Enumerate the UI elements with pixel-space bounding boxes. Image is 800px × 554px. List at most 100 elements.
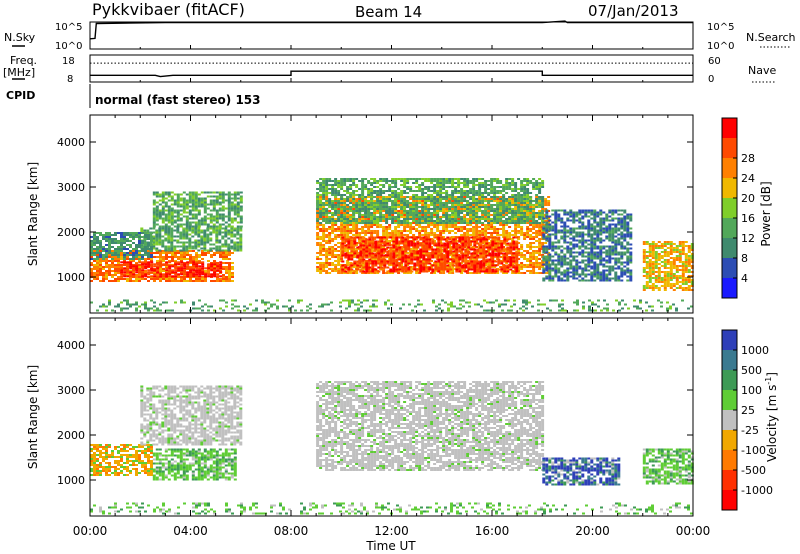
rti-cell [319,262,323,264]
rti-cell [331,192,335,194]
rti-cell [482,238,486,241]
rti-cell [422,266,426,269]
rti-cell [161,195,165,198]
rti-cell [90,262,93,264]
rti-cell [505,262,509,264]
freq-frame [89,54,694,83]
rti-cell [334,184,338,186]
rti-cell [398,256,402,259]
rti-cell [470,256,474,259]
rti-cell [389,252,393,255]
rti-cell [488,258,492,261]
rti-cell [173,249,177,252]
rti-cell [361,232,365,234]
rti-cell [179,223,183,226]
rti-cell [117,272,120,274]
rti-cell [349,214,353,216]
rti-cell [520,228,524,230]
rti-cell [343,210,347,212]
rti-cell [200,243,204,246]
rti-cell [108,268,111,270]
rti-cell [526,228,530,230]
rti-cell [334,196,338,198]
rti-cell [496,198,500,200]
rti-cell [374,262,378,265]
rti-cell [482,256,486,259]
rti-cell [350,254,354,257]
rti-cell [371,266,375,269]
rti-cell [412,240,416,242]
rti-cell [331,238,335,240]
rti-cell [230,221,234,224]
rti-cell [392,264,396,267]
rti-cell [349,192,353,194]
rti-cell [509,258,513,261]
rti-cell [194,205,198,208]
rti-cell [227,231,231,234]
rti-cell [491,238,495,241]
rti-cell [394,228,398,230]
rti-cell [337,246,341,248]
rti-cell [197,223,201,226]
rti-cell [508,226,512,228]
rti-cell [497,246,501,249]
rti-cell [437,268,441,271]
rti-cell [400,232,404,234]
rti-cell [198,265,202,268]
rti-cell [434,242,438,245]
rti-cell [346,248,350,250]
rti-cell [141,240,144,242]
rti-cell [346,262,350,264]
rti-cell [364,214,368,216]
rti-cell [373,250,377,252]
rti-cell [361,222,365,224]
rti-cell [377,262,381,265]
rti-cell [334,224,338,226]
rti-cell [231,266,234,268]
rti-cell [398,242,402,245]
rti-cell [170,197,174,200]
rti-cell [216,275,220,278]
rti-cell [164,223,168,226]
rti-cell [158,241,162,244]
rti-cell [99,258,102,260]
rti-cell [147,242,150,244]
rti-cell [370,248,374,250]
rti-cell [526,232,530,234]
rti-cell [425,252,429,255]
rti-cell [123,236,126,238]
rti-cell [467,262,471,265]
rti-cell [461,242,465,245]
rti-cell [397,200,401,202]
rti-cell [403,196,407,198]
rti-cell [191,205,195,208]
rti-cell [499,200,503,202]
rti-cell [179,205,183,208]
rti-cell [197,243,201,246]
rti-cell [529,262,533,264]
rti-cell [120,248,123,250]
rti-cell [322,198,326,200]
rti-cell [350,262,354,265]
rti-cell [180,269,184,272]
rti-cell [488,246,492,249]
rti-cell [440,244,444,247]
rti-cell [371,252,375,255]
rti-cell [392,242,396,245]
rti-cell [538,254,542,256]
rti-cell [111,242,114,244]
rti-cell [200,219,204,222]
rti-cell [422,240,426,243]
rti-cell [464,252,468,255]
rti-cell [156,267,160,270]
rti-cell [123,273,127,276]
rti-cell [388,196,392,198]
rti-cell [517,242,521,244]
rti-cell [239,245,243,248]
rti-cell [138,261,142,264]
rti-cell [355,234,359,236]
rti-cell [376,198,380,200]
rti-cell [475,252,479,254]
rti-cell [484,216,488,218]
rti-cell [141,275,145,278]
